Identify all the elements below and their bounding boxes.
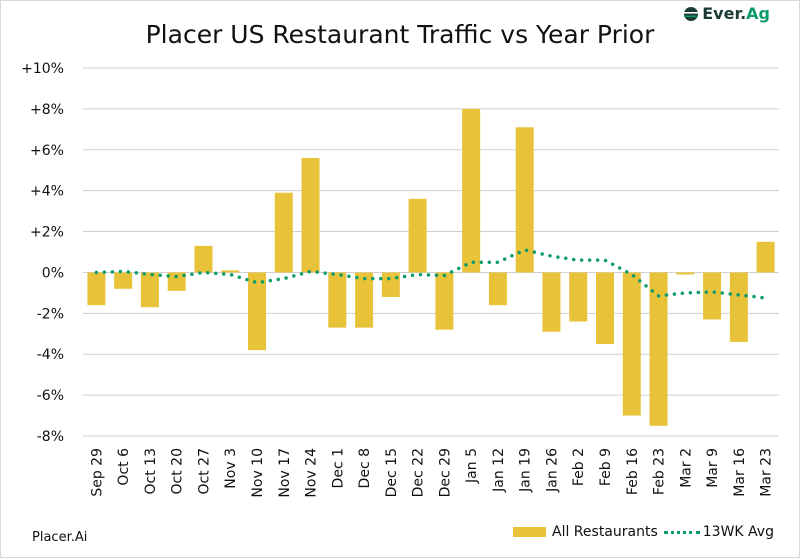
y-tick-label: 0% xyxy=(42,265,64,281)
y-tick-label: +2% xyxy=(30,225,64,241)
everag-logo-icon xyxy=(684,6,699,21)
legend-label-bars: All Restaurants xyxy=(552,524,658,540)
legend-swatch-line xyxy=(663,530,700,534)
bar xyxy=(221,270,240,273)
y-tick-label: +6% xyxy=(30,143,64,159)
x-tick-label: Oct 20 xyxy=(170,448,186,494)
x-tick-label: Oct 27 xyxy=(196,448,212,494)
x-tick-label: Dec 1 xyxy=(330,448,346,488)
x-tick-label: Jan 12 xyxy=(491,448,507,493)
bar xyxy=(355,272,374,328)
x-tick-label: Nov 17 xyxy=(277,448,293,498)
bar xyxy=(649,272,668,426)
bar xyxy=(703,272,722,320)
bar xyxy=(756,241,775,273)
logo-text: Ever.Ag xyxy=(702,4,770,23)
y-tick-label: +10% xyxy=(21,61,64,77)
x-tick-label: Oct 13 xyxy=(143,448,159,494)
bar xyxy=(301,157,320,273)
everag-logo: Ever.Ag xyxy=(683,4,770,23)
bar xyxy=(542,272,561,332)
x-tick-label: Feb 16 xyxy=(625,448,641,495)
bar xyxy=(729,272,748,342)
bar xyxy=(408,198,427,273)
x-tick-label: Feb 9 xyxy=(598,448,614,486)
source-label: Placer.Ai xyxy=(32,530,88,545)
bar xyxy=(167,272,186,291)
bar xyxy=(194,245,213,273)
y-tick-label: -4% xyxy=(37,347,64,363)
x-tick-label: Jan 26 xyxy=(544,448,560,493)
bar xyxy=(87,272,106,306)
legend: All Restaurants 13WK Avg xyxy=(513,524,774,540)
bar xyxy=(140,272,159,308)
y-tick-label: +8% xyxy=(30,102,64,118)
x-tick-label: Mar 16 xyxy=(732,448,748,497)
y-tick-label: +4% xyxy=(30,184,64,200)
bar xyxy=(328,272,347,328)
x-tick-label: Dec 8 xyxy=(357,448,373,488)
bar xyxy=(462,108,481,273)
x-tick-label: Mar 23 xyxy=(759,448,775,497)
x-tick-label: Mar 2 xyxy=(678,448,694,488)
bar xyxy=(676,272,695,275)
x-tick-label: Nov 24 xyxy=(304,448,320,498)
bar xyxy=(435,272,454,330)
x-tick-label: Nov 10 xyxy=(250,448,266,498)
bar xyxy=(274,192,293,273)
x-tick-label: Feb 2 xyxy=(571,448,587,486)
x-tick-label: Dec 22 xyxy=(411,448,427,497)
y-tick-label: -6% xyxy=(37,388,64,404)
bar xyxy=(596,272,614,344)
bar xyxy=(248,272,266,351)
x-tick-label: Mar 9 xyxy=(705,448,721,488)
legend-label-line: 13WK Avg xyxy=(702,524,774,540)
logo-text-ag: Ag xyxy=(746,4,770,23)
bar xyxy=(515,127,534,273)
y-tick-label: -2% xyxy=(37,306,64,322)
legend-swatch-bar xyxy=(513,527,546,537)
x-tick-label: Dec 29 xyxy=(437,448,453,497)
x-tick-label: Jan 19 xyxy=(518,448,534,493)
y-tick-label: -8% xyxy=(37,429,64,445)
x-tick-label: Feb 23 xyxy=(652,448,668,495)
bar xyxy=(488,272,507,306)
x-tick-label: Oct 6 xyxy=(116,448,132,486)
bar xyxy=(114,272,133,289)
x-tick-label: Dec 15 xyxy=(384,448,400,497)
logo-text-ever: Ever. xyxy=(702,4,747,23)
chart-title: Placer US Restaurant Traffic vs Year Pri… xyxy=(145,20,655,49)
x-tick-label: Sep 29 xyxy=(89,448,105,497)
bar xyxy=(569,272,588,322)
x-tick-label: Jan 5 xyxy=(464,448,480,484)
avg-line xyxy=(94,248,768,300)
bar xyxy=(622,272,641,416)
x-tick-label: Nov 3 xyxy=(223,448,239,489)
